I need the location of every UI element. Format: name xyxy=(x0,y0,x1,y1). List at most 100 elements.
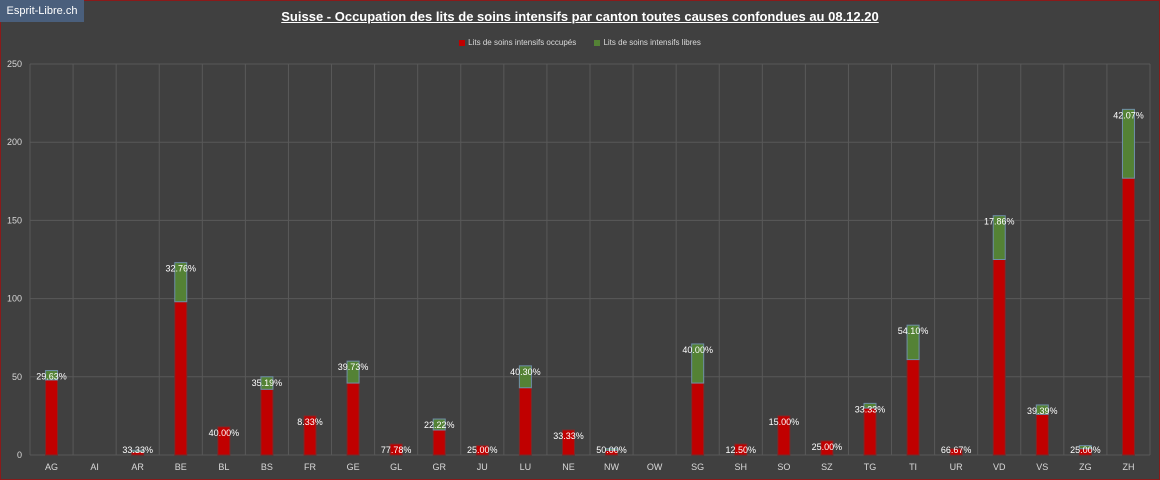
bar-free-tg xyxy=(863,402,877,409)
data-label-ge: 39.73% xyxy=(338,362,369,372)
bar-free-ge xyxy=(346,360,360,384)
bar-occupied-bl xyxy=(217,426,231,456)
bar-free-zg xyxy=(1078,445,1092,450)
data-label-zg: 25.00% xyxy=(1070,445,1101,455)
data-label-so: 15.00% xyxy=(769,417,800,427)
bar-free-gr xyxy=(432,418,446,431)
bar-free-ag xyxy=(45,370,59,381)
bar-occupied-tg xyxy=(863,407,877,456)
y-tick-label: 200 xyxy=(7,137,22,147)
y-tick-label: 150 xyxy=(7,215,22,225)
bar-occupied-ge xyxy=(346,382,360,456)
bar-free-lu xyxy=(518,365,532,389)
data-label-ju: 25.00% xyxy=(467,445,498,455)
data-label-sz: 25.00% xyxy=(812,442,843,452)
bar-occupied-ti xyxy=(906,359,920,456)
data-label-ur: 66.67% xyxy=(941,445,972,455)
chart-title: Suisse - Occupation des lits de soins in… xyxy=(281,9,879,24)
x-tick-label: OW xyxy=(647,462,663,472)
data-label-vs: 39.39% xyxy=(1027,406,1058,416)
bar-occupied-zh xyxy=(1121,177,1135,456)
x-tick-label: GR xyxy=(432,462,446,472)
data-label-ne: 33.33% xyxy=(553,431,584,441)
bar-occupied-ne xyxy=(561,429,575,456)
bar-free-sg xyxy=(691,343,705,384)
bar-occupied-vd xyxy=(992,259,1006,456)
bar-free-ti xyxy=(906,324,920,361)
legend-swatch-free xyxy=(594,39,601,46)
bar-free-vs xyxy=(1035,404,1049,415)
y-tick-label: 250 xyxy=(7,59,22,69)
x-tick-label: ZH xyxy=(1122,462,1134,472)
data-label-vd: 17.86% xyxy=(984,217,1015,227)
x-tick-label: LU xyxy=(520,462,532,472)
x-tick-label: FR xyxy=(304,462,316,472)
watermark-logo: Esprit-Libre.ch xyxy=(0,0,84,22)
x-tick-label: AI xyxy=(90,462,99,472)
x-tick-label: SG xyxy=(691,462,704,472)
x-tick-label: TI xyxy=(909,462,917,472)
bar-free-ar xyxy=(131,449,145,453)
chart-legend: Lits de soins intensifs occupés Lits de … xyxy=(0,38,1160,47)
data-label-bs: 35.19% xyxy=(252,378,283,388)
bar-occupied-ur xyxy=(949,448,963,456)
data-label-sh: 12.50% xyxy=(726,445,757,455)
data-label-tg: 33.33% xyxy=(855,404,886,414)
bar-occupied-sg xyxy=(691,382,705,456)
bar-occupied-fr xyxy=(303,415,317,456)
legend-label-occupied: Lits de soins intensifs occupés xyxy=(468,38,577,47)
x-tick-label: TG xyxy=(864,462,877,472)
x-tick-label: SO xyxy=(777,462,790,472)
data-label-zh: 42.07% xyxy=(1113,110,1144,120)
x-tick-label: GL xyxy=(390,462,402,472)
x-tick-label: SZ xyxy=(821,462,833,472)
bar-occupied-ju xyxy=(475,445,489,456)
legend-entry-occupied: Lits de soins intensifs occupés xyxy=(459,38,576,47)
data-label-be: 32.76% xyxy=(166,264,197,274)
data-label-ti: 54.10% xyxy=(898,326,929,336)
legend-swatch-occupied xyxy=(459,39,466,46)
bar-occupied-sz xyxy=(820,440,834,456)
bar-occupied-sh xyxy=(734,443,748,456)
x-tick-label: BL xyxy=(218,462,229,472)
x-tick-label: BS xyxy=(261,462,273,472)
data-label-sg: 40.00% xyxy=(682,345,713,355)
data-label-ar: 33.33% xyxy=(122,445,153,455)
x-tick-label: GE xyxy=(347,462,360,472)
data-label-lu: 40.30% xyxy=(510,367,541,377)
y-tick-label: 100 xyxy=(7,294,22,304)
bar-free-be xyxy=(174,262,188,303)
y-tick-label: 50 xyxy=(12,372,22,382)
data-label-gl: 77.78% xyxy=(381,445,412,455)
bar-occupied-ag xyxy=(45,379,59,456)
x-tick-label: AR xyxy=(131,462,144,472)
bar-free-bs xyxy=(260,376,274,390)
y-tick-label: 0 xyxy=(17,450,22,460)
x-tick-label: NW xyxy=(604,462,619,472)
legend-label-free: Lits de soins intensifs libres xyxy=(603,38,701,47)
legend-entry-free: Lits de soins intensifs libres xyxy=(594,38,701,47)
x-tick-label: UR xyxy=(950,462,963,472)
bar-occupied-so xyxy=(777,415,791,456)
bar-free-vd xyxy=(992,215,1006,260)
bar-occupied-vs xyxy=(1035,413,1049,456)
x-tick-label: VS xyxy=(1036,462,1048,472)
data-label-fr: 8.33% xyxy=(297,417,323,427)
x-tick-label: NE xyxy=(562,462,575,472)
x-tick-label: JU xyxy=(477,462,488,472)
bar-occupied-bs xyxy=(260,388,274,456)
bar-free-nw xyxy=(605,448,619,451)
data-label-ag: 29.63% xyxy=(36,372,67,382)
bar-occupied-gr xyxy=(432,429,446,456)
x-tick-label: ZG xyxy=(1079,462,1092,472)
data-label-bl: 40.00% xyxy=(209,428,240,438)
bar-occupied-be xyxy=(174,301,188,456)
x-tick-label: BE xyxy=(175,462,187,472)
bar-occupied-lu xyxy=(518,387,532,456)
data-label-gr: 22.22% xyxy=(424,420,455,430)
x-tick-label: AG xyxy=(45,462,58,472)
bar-occupied-gl xyxy=(389,443,403,456)
x-tick-label: VD xyxy=(993,462,1006,472)
